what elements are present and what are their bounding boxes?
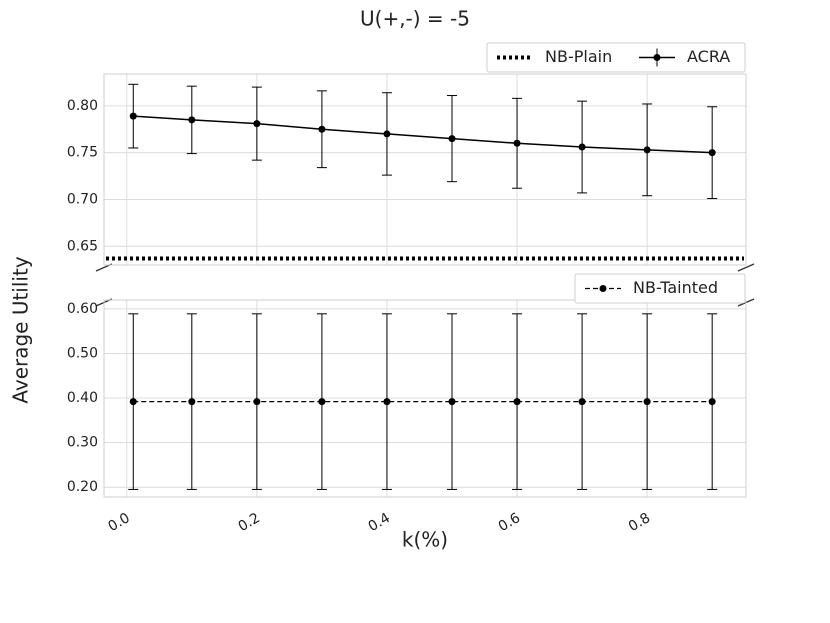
legend: NB-Tainted	[574, 273, 746, 304]
y-tick-label: 0.40	[67, 390, 98, 406]
plot-frame	[103, 299, 747, 498]
y-axis-label: Average Utility	[9, 256, 33, 403]
y-tick-label: 0.30	[67, 435, 98, 451]
marker	[643, 398, 651, 406]
y-tick-label: 0.20	[67, 479, 98, 495]
y-tick-label: 0.60	[67, 301, 98, 317]
y-tick-label: 0.65	[67, 238, 98, 254]
x-tick-label: 0.4	[366, 510, 393, 535]
y-tick-label: 0.75	[67, 145, 98, 161]
legend-marker	[599, 285, 607, 292]
legend-label: NB-Plain	[545, 47, 612, 66]
legend-label: ACRA	[687, 47, 730, 66]
x-tick-label: 0.6	[496, 510, 523, 535]
marker	[643, 146, 651, 154]
x-tick-label: 0.8	[626, 510, 653, 535]
marker	[318, 125, 326, 133]
series	[128, 83, 718, 200]
marker	[188, 398, 196, 406]
marker	[383, 398, 391, 406]
chart-title: U(+,-) = -5	[360, 7, 470, 31]
y-tick-label: 0.70	[67, 191, 98, 207]
legend-box	[574, 273, 746, 304]
marker	[129, 112, 137, 120]
marker	[383, 130, 391, 138]
marker	[708, 398, 716, 406]
y-tick-label: 0.50	[67, 345, 98, 361]
marker	[253, 398, 261, 406]
marker	[318, 398, 326, 406]
legend-box	[486, 42, 746, 73]
marker	[578, 398, 586, 406]
marker	[708, 149, 716, 157]
line	[133, 115, 713, 154]
marker	[578, 143, 586, 151]
marker	[448, 135, 456, 143]
marker	[448, 398, 456, 406]
marker	[513, 398, 521, 406]
marker	[129, 398, 137, 406]
x-tick-label: 0.2	[236, 510, 263, 535]
y-tick-label: 0.80	[67, 98, 98, 114]
x-axis-label: k(%)	[402, 528, 448, 552]
marker	[513, 139, 521, 147]
marker	[253, 120, 261, 128]
x-tick-label: 0.0	[105, 510, 132, 535]
legend: NB-Plain ACRA	[486, 42, 746, 73]
marker	[188, 116, 196, 124]
legend-label: NB-Tainted	[633, 278, 718, 297]
plot-frame	[103, 73, 747, 266]
series	[128, 313, 718, 490]
